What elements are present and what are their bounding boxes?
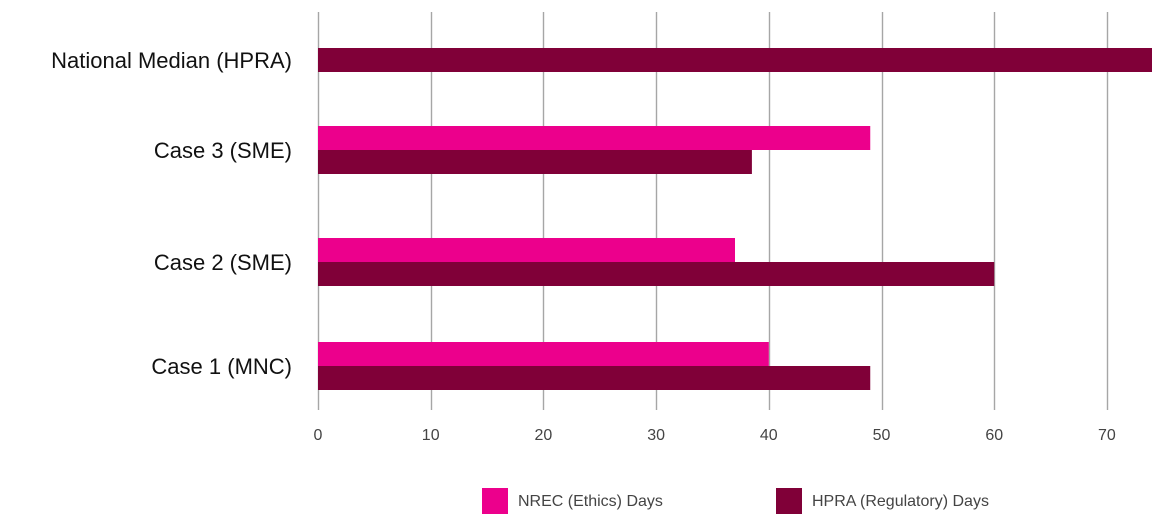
bar-hpra-1 bbox=[318, 150, 752, 174]
bars bbox=[318, 48, 1152, 390]
bar-nrec-3 bbox=[318, 342, 769, 366]
x-tick-label-60: 60 bbox=[985, 427, 1003, 444]
legend-label-nrec: NREC (Ethics) Days bbox=[518, 493, 663, 510]
legend-swatch-nrec bbox=[482, 488, 508, 514]
bar-nrec-2 bbox=[318, 238, 735, 262]
legend: NREC (Ethics) Days HPRA (Regulatory) Days bbox=[482, 488, 989, 514]
category-label-0: National Median (HPRA) bbox=[51, 48, 292, 73]
legend-item-nrec: NREC (Ethics) Days bbox=[482, 488, 663, 514]
bar-hpra-3 bbox=[318, 366, 871, 390]
x-tick-label-20: 20 bbox=[535, 427, 553, 444]
x-tick-label-50: 50 bbox=[873, 427, 891, 444]
x-tick-label-40: 40 bbox=[760, 427, 778, 444]
category-label-1: Case 3 (SME) bbox=[154, 138, 292, 163]
bar-hpra-0 bbox=[318, 48, 1152, 72]
x-tick-label-10: 10 bbox=[422, 427, 440, 444]
legend-item-hpra: HPRA (Regulatory) Days bbox=[776, 488, 989, 514]
bar-nrec-1 bbox=[318, 126, 871, 150]
x-tick-label-70: 70 bbox=[1098, 427, 1116, 444]
legend-label-hpra: HPRA (Regulatory) Days bbox=[812, 493, 989, 510]
category-label-2: Case 2 (SME) bbox=[154, 250, 292, 275]
x-axis-tick-labels: 0 10 20 30 40 50 60 70 bbox=[314, 427, 1116, 444]
gridlines bbox=[317, 12, 1109, 410]
category-labels: National Median (HPRA) Case 3 (SME) Case 2… bbox=[51, 48, 292, 379]
x-tick-label-30: 30 bbox=[647, 427, 665, 444]
bar-hpra-2 bbox=[318, 262, 995, 286]
category-label-3: Case 1 (MNC) bbox=[151, 354, 292, 379]
legend-swatch-hpra bbox=[776, 488, 802, 514]
x-tick-label-0: 0 bbox=[314, 427, 323, 444]
